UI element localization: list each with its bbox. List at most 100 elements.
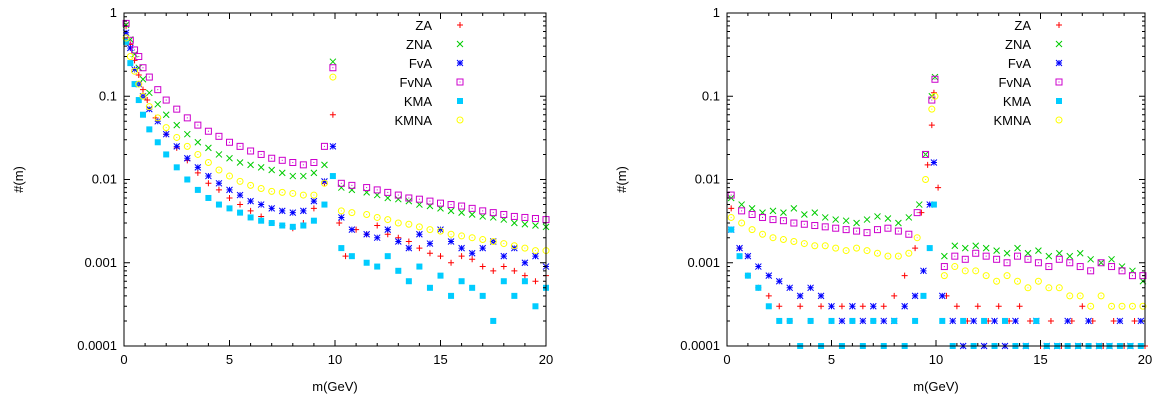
data-point bbox=[869, 302, 877, 310]
data-point bbox=[1003, 259, 1011, 267]
legend-marker bbox=[457, 98, 463, 104]
data-point bbox=[811, 242, 819, 250]
data-point bbox=[769, 207, 777, 215]
data-point bbox=[1055, 284, 1063, 292]
data-point bbox=[205, 172, 212, 180]
data-point bbox=[790, 205, 798, 212]
data-point bbox=[257, 201, 265, 208]
data-point bbox=[448, 292, 455, 299]
data-point bbox=[437, 227, 444, 235]
data-point bbox=[337, 184, 345, 191]
data-point bbox=[194, 121, 202, 129]
data-point bbox=[1085, 317, 1092, 325]
data-point bbox=[853, 227, 861, 235]
data-point bbox=[127, 60, 134, 67]
data-point bbox=[521, 272, 528, 279]
y-tick-label: 0.001 bbox=[84, 255, 117, 270]
data-point bbox=[394, 195, 402, 203]
data-point bbox=[1097, 259, 1105, 267]
data-point bbox=[145, 105, 153, 113]
data-point bbox=[873, 249, 881, 257]
data-point bbox=[162, 96, 170, 104]
data-point bbox=[1027, 317, 1034, 324]
data-point bbox=[765, 303, 772, 310]
data-points bbox=[122, 19, 550, 324]
data-point bbox=[776, 303, 783, 310]
data-point bbox=[895, 219, 902, 227]
data-point bbox=[521, 278, 528, 285]
data-point bbox=[510, 244, 518, 252]
data-point bbox=[458, 209, 465, 216]
y-axis-ticks: 0.0001 0.001 0.01 0.1 1 bbox=[77, 5, 546, 353]
data-point bbox=[289, 172, 297, 180]
data-point bbox=[236, 159, 244, 166]
data-point bbox=[139, 86, 146, 93]
x-axis-label: m(GeV) bbox=[312, 379, 358, 394]
data-point bbox=[993, 255, 1001, 263]
data-point bbox=[226, 205, 233, 212]
data-point bbox=[145, 89, 153, 97]
data-point bbox=[818, 303, 825, 310]
data-point bbox=[1108, 263, 1116, 271]
x-axis-label: m(GeV) bbox=[913, 379, 959, 394]
data-point bbox=[993, 277, 1001, 285]
data-point bbox=[931, 92, 939, 100]
data-point bbox=[1066, 252, 1074, 260]
data-point bbox=[755, 284, 762, 291]
data-point bbox=[299, 191, 307, 199]
legend-label: ZNA bbox=[406, 37, 432, 52]
data-point bbox=[363, 210, 371, 218]
data-point bbox=[953, 303, 960, 310]
data-point bbox=[448, 259, 455, 266]
data-point bbox=[1118, 267, 1126, 275]
data-point bbox=[1003, 249, 1011, 257]
data-point bbox=[838, 303, 845, 310]
data-point bbox=[913, 234, 921, 242]
data-point bbox=[247, 181, 255, 189]
data-point bbox=[982, 252, 990, 260]
data-point bbox=[194, 186, 201, 193]
data-point bbox=[173, 133, 181, 141]
data-point bbox=[394, 238, 402, 245]
data-point bbox=[935, 184, 942, 191]
data-point bbox=[337, 179, 345, 187]
data-point bbox=[173, 143, 181, 150]
data-point bbox=[310, 197, 318, 205]
data-point bbox=[337, 207, 345, 215]
data-point bbox=[790, 237, 798, 245]
data-point bbox=[337, 214, 345, 221]
data-point bbox=[468, 249, 476, 257]
data-point bbox=[727, 213, 735, 221]
data-point bbox=[437, 253, 444, 260]
data-point bbox=[123, 38, 130, 45]
data-point bbox=[913, 209, 921, 217]
data-point bbox=[310, 169, 318, 177]
data-point bbox=[918, 209, 925, 216]
data-point bbox=[870, 317, 877, 324]
data-point bbox=[447, 238, 455, 245]
data-point bbox=[765, 272, 773, 279]
data-point bbox=[1034, 259, 1042, 267]
data-point bbox=[405, 194, 413, 202]
data-point bbox=[1087, 255, 1095, 263]
data-point bbox=[532, 252, 539, 260]
data-point bbox=[510, 212, 518, 220]
legend-marker bbox=[1056, 22, 1062, 28]
data-point bbox=[447, 207, 455, 215]
data-point bbox=[1118, 302, 1126, 310]
data-point bbox=[972, 249, 980, 257]
data-point bbox=[489, 209, 497, 217]
data-point bbox=[920, 292, 927, 299]
data-point bbox=[982, 244, 990, 252]
data-point bbox=[924, 161, 931, 168]
data-point bbox=[951, 252, 959, 260]
data-point bbox=[426, 284, 433, 291]
data-point bbox=[1108, 302, 1116, 310]
data-point bbox=[754, 263, 762, 270]
data-point bbox=[922, 176, 930, 183]
data-point bbox=[394, 219, 402, 227]
series-KMA bbox=[123, 38, 549, 324]
data-point bbox=[204, 127, 212, 135]
data-point bbox=[405, 238, 412, 245]
x-tick-label: 20 bbox=[539, 352, 553, 367]
